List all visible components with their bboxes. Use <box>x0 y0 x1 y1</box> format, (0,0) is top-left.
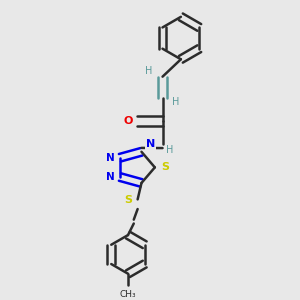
Text: O: O <box>123 116 133 126</box>
Text: H: H <box>172 97 180 107</box>
Text: S: S <box>124 195 132 205</box>
Text: H: H <box>166 145 173 155</box>
Text: N: N <box>146 139 156 149</box>
Text: CH₃: CH₃ <box>120 290 136 299</box>
Text: N: N <box>106 153 115 163</box>
Text: H: H <box>145 66 153 76</box>
Text: N: N <box>106 172 115 182</box>
Text: S: S <box>161 162 169 172</box>
